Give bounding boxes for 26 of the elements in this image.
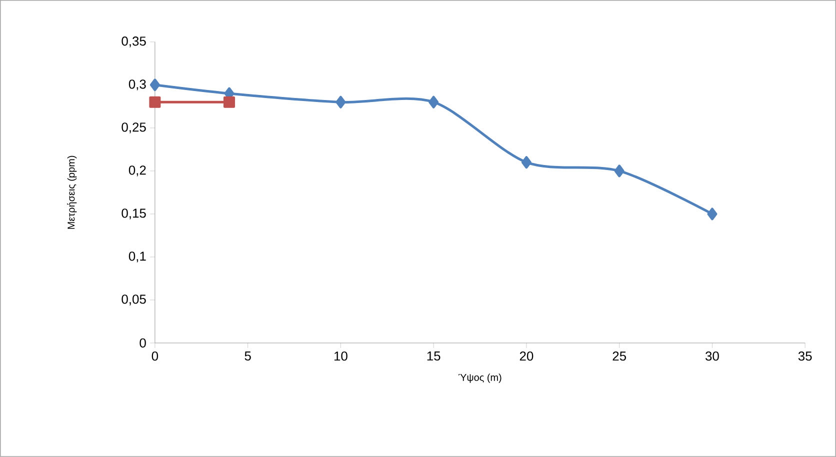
x-tick-label: 35 [798, 352, 812, 361]
x-tick-label: 25 [612, 352, 626, 361]
x-tick-label: 30 [706, 352, 719, 361]
point [614, 164, 624, 178]
y-axis-title: Μετρήσεις (ppm) [67, 156, 77, 229]
y-tick-label: 0,35 [122, 36, 146, 48]
y-tick-label: 0,05 [122, 294, 146, 306]
point [336, 96, 346, 108]
point [149, 96, 161, 108]
y-tick-label: 0,1 [128, 252, 146, 262]
y-tick-label: 0,3 [128, 80, 146, 90]
point [223, 96, 235, 108]
x-tick-label: 5 [244, 352, 251, 361]
point [428, 96, 439, 108]
point [150, 78, 160, 92]
x-axis-title: Ύψος (m) [458, 374, 502, 383]
point [521, 156, 532, 169]
x-tick-label: 15 [427, 352, 440, 361]
y-tick-label: 0,15 [122, 208, 146, 220]
y-tick-label: 0,25 [122, 122, 146, 134]
y-tick-label: 0,2 [128, 166, 146, 176]
x-tick-label: 20 [520, 352, 534, 361]
x-tick-label: 0 [152, 352, 158, 361]
y-tick-label: 0 [140, 338, 146, 348]
point [707, 208, 718, 220]
x-tick-label: 10 [334, 352, 348, 361]
